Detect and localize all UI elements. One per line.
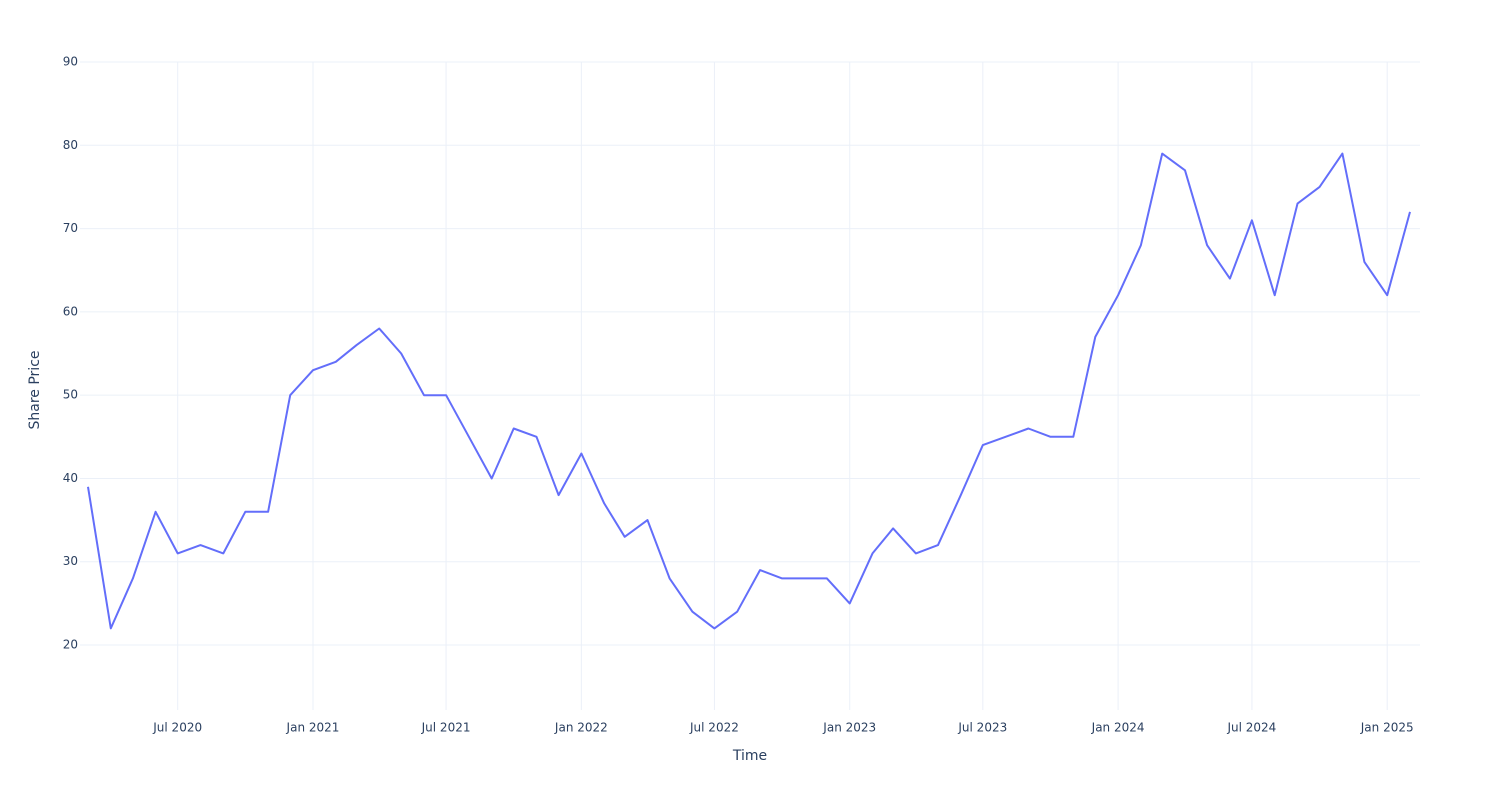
x-tick-label: Jan 2025 (1360, 721, 1414, 735)
x-tick-label: Jan 2023 (822, 721, 876, 735)
price-line (87, 152, 1411, 630)
y-tick-label: 40 (63, 471, 78, 485)
x-tick-label: Jan 2024 (1091, 721, 1145, 735)
x-tick-label: Jul 2022 (689, 721, 739, 735)
y-tick-label: 80 (63, 138, 78, 152)
x-tick-label: Jan 2021 (286, 721, 340, 735)
y-tick-label: 30 (63, 554, 78, 568)
y-tick-label: 50 (63, 388, 78, 402)
x-axis-title: Time (732, 748, 767, 764)
y-tick-label: 90 (63, 55, 78, 69)
y-axis-title: Share Price (27, 350, 43, 429)
x-tick-label: Jul 2023 (957, 721, 1007, 735)
y-tick-label: 60 (63, 304, 78, 318)
x-tick-label: Jul 2024 (1226, 721, 1276, 735)
y-tick-label: 70 (63, 221, 78, 235)
y-tick-label: 20 (63, 638, 78, 652)
x-tick-label: Jul 2020 (152, 721, 202, 735)
x-tick-label: Jan 2022 (554, 721, 608, 735)
x-tick-label: Jul 2021 (421, 721, 471, 735)
